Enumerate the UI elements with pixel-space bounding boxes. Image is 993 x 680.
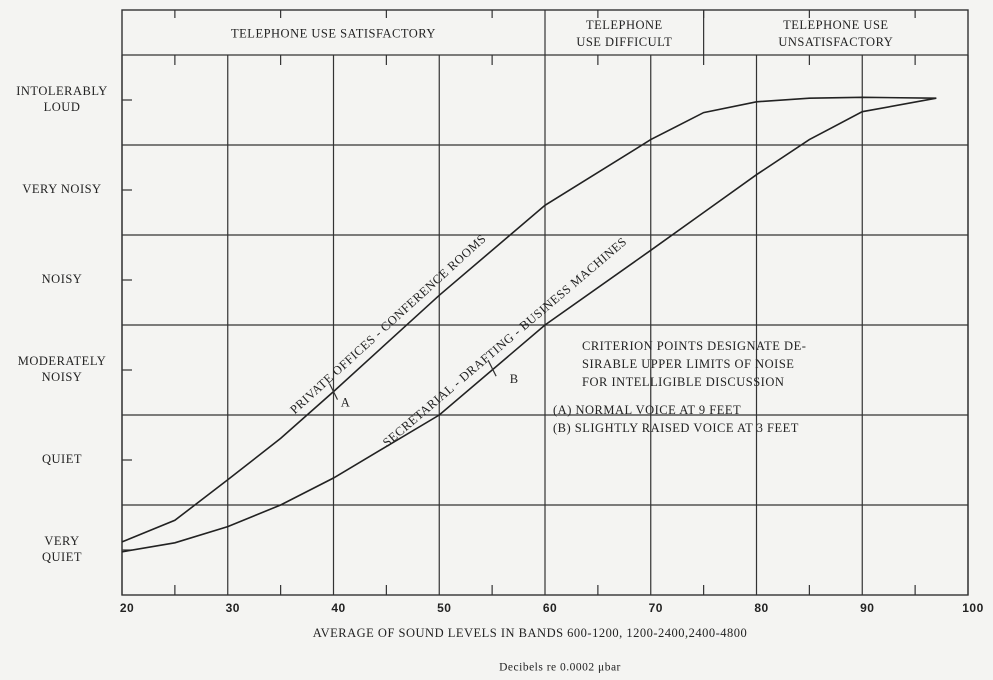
x-tick-label: 20	[120, 601, 134, 615]
x-tick-label: 60	[543, 601, 557, 615]
x-tick-label: 100	[962, 601, 984, 615]
data-line	[121, 96, 937, 543]
note-text: CRITERION POINTS DESIGNATE DE-	[582, 339, 806, 353]
y-tick-label: VERY NOISY	[22, 182, 101, 196]
note-text: SIRABLE UPPER LIMITS OF NOISE	[582, 357, 794, 371]
criterion-point	[487, 359, 497, 377]
y-tick-label: QUIET	[42, 452, 82, 466]
x-tick-label: 30	[226, 601, 240, 615]
y-tick-label: INTOLERABLY LOUD	[16, 84, 108, 114]
point-note: (A) NORMAL VOICE AT 9 FEET	[553, 403, 741, 417]
zone-label: TELEPHONE USE UNSATISFACTORY	[778, 18, 893, 49]
y-tick-label: NOISY	[42, 272, 83, 286]
criterion-label: B	[510, 372, 519, 386]
x-tick-label: 80	[754, 601, 768, 615]
y-tick-label: VERY QUIET	[42, 534, 82, 564]
zone-label: TELEPHONE USE SATISFACTORY	[231, 26, 436, 40]
data-line	[121, 97, 937, 553]
note-text: FOR INTELLIGIBLE DISCUSSION	[582, 375, 784, 389]
y-tick-label: MODERATELY NOISY	[18, 354, 106, 384]
subtitle: Decibels re 0.0002 μbar	[499, 662, 621, 674]
criterion-label: A	[341, 395, 351, 409]
zone-label: TELEPHONE USE DIFFICULT	[576, 18, 672, 49]
criterion-point	[328, 383, 339, 400]
point-note: (B) SLIGHTLY RAISED VOICE AT 3 FEET	[553, 421, 799, 435]
x-tick-label: 50	[437, 601, 451, 615]
x-tick-label: 90	[860, 601, 874, 615]
x-tick-label: 70	[649, 601, 663, 615]
x-axis-label: AVERAGE OF SOUND LEVELS IN BANDS 600-120…	[313, 626, 748, 640]
x-tick-label: 40	[331, 601, 345, 615]
